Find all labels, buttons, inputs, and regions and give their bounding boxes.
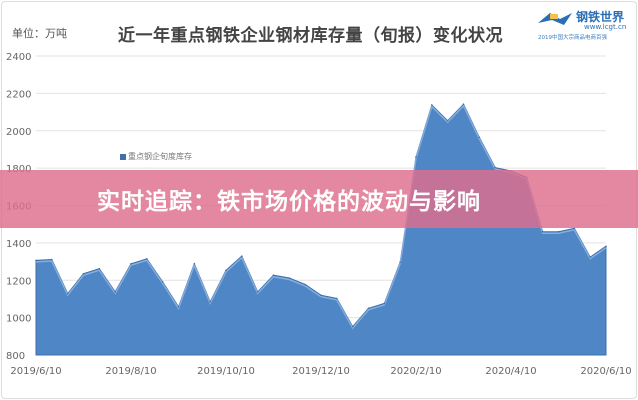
data-point: [98, 267, 101, 270]
data-point: [161, 281, 164, 283]
logo-name: 钢铁世界: [576, 10, 625, 24]
data-point: [225, 269, 227, 272]
x-tick-label: 2019/12/10: [292, 366, 350, 377]
data-point: [130, 263, 132, 265]
data-point: [399, 261, 401, 263]
legend-swatch: [120, 153, 126, 160]
unit-label: 单位：万吨: [12, 27, 67, 40]
logo-mark-icon: [538, 13, 572, 25]
y-tick-label: 1200: [6, 276, 31, 287]
data-point: [589, 256, 591, 258]
y-tick-label: 1800: [6, 164, 31, 175]
data-point: [320, 294, 322, 297]
chart-title: 近一年重点钢铁企业钢材库存量（旬报）变化状况: [118, 26, 503, 46]
data-point: [462, 103, 465, 106]
data-point: [541, 230, 544, 233]
y-tick-label: 1000: [6, 314, 31, 325]
data-point: [605, 245, 607, 248]
legend-label: 重点钢企旬度库存: [128, 152, 192, 161]
logo-subtitle: 2019中国大宗商品电商百强: [538, 35, 607, 41]
data-point: [66, 292, 69, 295]
x-tick-label: 2020/4/10: [485, 366, 536, 377]
data-point: [336, 297, 338, 300]
logo: 钢铁世界 www.lcgt.cn 2019中国大宗商品电商百强: [534, 5, 634, 43]
data-point: [304, 283, 306, 286]
data-point: [446, 119, 449, 122]
y-tick-label: 1400: [6, 239, 31, 250]
data-point: [146, 257, 148, 260]
x-tick-label: 2019/8/10: [105, 366, 156, 377]
banner-text: 实时追踪：铁市场价格的波动与影响: [97, 189, 481, 215]
data-point: [431, 104, 433, 106]
x-tick-label: 2019/6/10: [10, 366, 61, 377]
data-point: [193, 263, 196, 265]
logo-url: www.lcgt.cn: [584, 23, 627, 31]
data-point: [177, 305, 180, 308]
area-series: [35, 103, 607, 356]
data-point: [35, 259, 37, 262]
data-point: [272, 274, 275, 277]
data-point: [351, 325, 354, 328]
data-point: [51, 258, 53, 261]
data-point: [494, 166, 496, 169]
data-point: [478, 136, 481, 139]
y-tick-label: 2000: [6, 127, 31, 138]
data-point: [288, 277, 291, 279]
data-point: [415, 156, 417, 158]
data-point: [209, 300, 211, 303]
y-tick-label: 2400: [6, 52, 31, 63]
x-tick-label: 2020/2/10: [390, 366, 441, 377]
data-point: [82, 272, 85, 275]
data-point: [367, 307, 370, 310]
x-tick-label: 2019/10/10: [197, 366, 255, 377]
data-point: [383, 302, 386, 305]
data-point: [114, 291, 116, 293]
data-point: [241, 255, 243, 257]
data-point: [557, 230, 560, 233]
y-tick-label: 2200: [6, 89, 31, 100]
data-point: [256, 291, 259, 293]
y-tick-label: 800: [6, 351, 25, 362]
x-tick-label: 2020/6/10: [580, 366, 631, 377]
legend: 重点钢企旬度库存: [120, 151, 192, 162]
banner: 实时追踪：铁市场价格的波动与影响: [0, 170, 638, 228]
